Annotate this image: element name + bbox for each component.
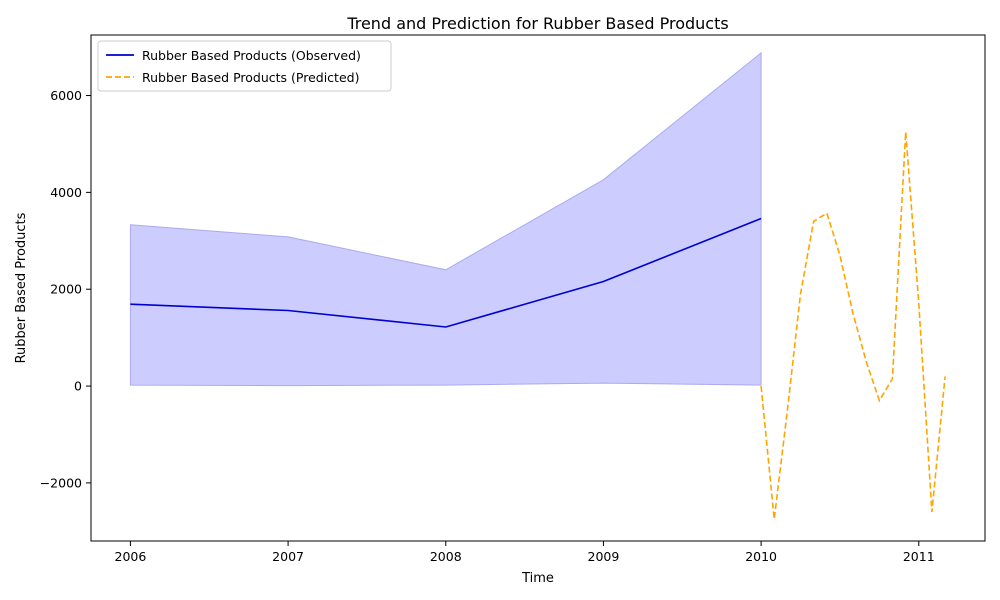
legend: Rubber Based Products (Observed) Rubber …: [97, 40, 392, 92]
plot-frame: [90, 34, 986, 542]
legend-label-predicted: Rubber Based Products (Predicted): [142, 70, 359, 85]
y-tick-label: −2000: [40, 475, 82, 490]
confidence-band: [129, 51, 762, 387]
y-tick-label: 0: [74, 379, 82, 394]
y-tick-label: 6000: [50, 88, 82, 103]
legend-frame: [97, 40, 392, 92]
chart-title: Trend and Prediction for Rubber Based Pr…: [346, 14, 728, 33]
y-axis-label: Rubber Based Products: [14, 212, 29, 363]
x-tick-label: 2006: [115, 549, 147, 564]
y-axis: −2000 0 2000 4000 6000: [40, 88, 91, 490]
x-tick-label: 2007: [272, 549, 304, 564]
x-tick-label: 2010: [745, 549, 777, 564]
predicted-series-line: [760, 131, 946, 520]
legend-label-observed: Rubber Based Products (Observed): [142, 48, 361, 63]
y-tick-label: 4000: [50, 185, 82, 200]
x-tick-label: 2011: [903, 549, 935, 564]
y-tick-label: 2000: [50, 282, 82, 297]
x-tick-label: 2008: [430, 549, 462, 564]
x-tick-label: 2009: [588, 549, 620, 564]
plot-area: [129, 51, 946, 520]
observed-series-line: [130, 217, 762, 328]
x-axis: 2006 2007 2008 2009 2010 2011: [115, 541, 935, 564]
x-axis-label: Time: [521, 571, 554, 586]
